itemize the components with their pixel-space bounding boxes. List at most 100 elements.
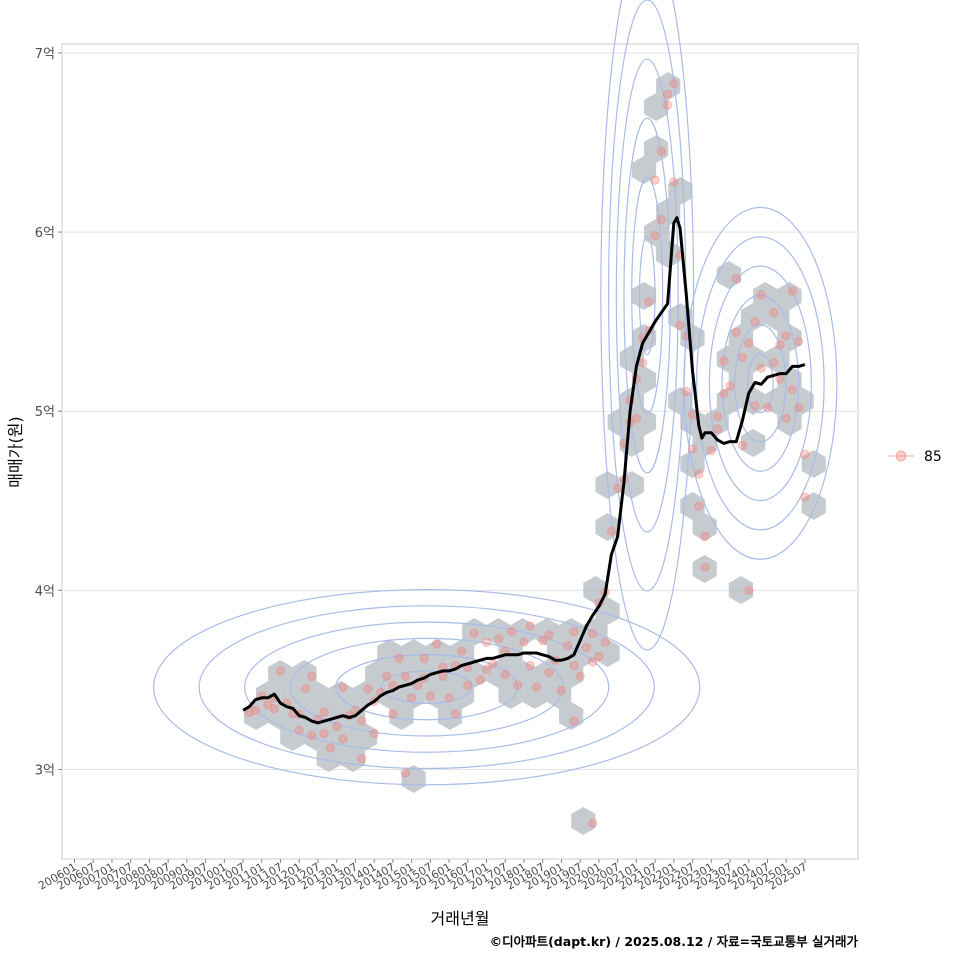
transaction-point <box>719 356 729 366</box>
x-axis-ticks: 2006012006072007012007072008012008072009… <box>36 859 809 893</box>
hex-cell <box>728 324 754 352</box>
hex-cell <box>365 660 390 688</box>
transaction-point <box>606 526 617 536</box>
hex-cell <box>741 303 766 331</box>
transaction-point <box>781 413 791 424</box>
transaction-point <box>744 338 754 348</box>
hex-cell <box>498 681 523 709</box>
hex-cell <box>631 408 657 436</box>
hex-cell <box>486 660 511 688</box>
gridlines <box>62 52 858 770</box>
transaction-point <box>612 483 623 493</box>
density-contour <box>747 353 774 414</box>
hex-cell <box>268 660 293 688</box>
transaction-point <box>494 633 504 644</box>
hex-cell <box>656 72 681 100</box>
transaction-point <box>406 693 417 703</box>
transaction-point <box>506 626 517 637</box>
transaction-point <box>438 671 448 681</box>
transaction-point <box>356 716 367 726</box>
hex-cell <box>559 660 584 688</box>
transaction-point <box>275 666 286 676</box>
density-contour <box>380 670 473 705</box>
transaction-point <box>731 327 741 338</box>
transaction-point <box>388 709 398 719</box>
hex-cell <box>692 555 717 583</box>
transaction-point <box>469 628 479 639</box>
transaction-point <box>725 381 735 391</box>
transaction-point <box>644 297 654 307</box>
transaction-point <box>425 691 436 701</box>
transaction-point <box>525 660 535 671</box>
transaction-point <box>319 728 329 739</box>
hex-cell <box>789 387 814 415</box>
transaction-point <box>363 684 373 694</box>
transaction-point <box>319 707 329 717</box>
transaction-point <box>481 664 492 674</box>
transaction-point <box>631 413 642 424</box>
transaction-point <box>450 709 461 719</box>
transaction-point <box>587 818 598 828</box>
transaction-point <box>581 642 592 653</box>
hex-cell <box>328 681 353 709</box>
hex-cell <box>559 618 584 646</box>
hex-cell <box>498 639 523 667</box>
density-contour <box>335 654 519 721</box>
transaction-point <box>719 388 729 398</box>
hex-cell <box>680 492 705 520</box>
transaction-point <box>700 531 710 542</box>
density-contour <box>244 621 610 753</box>
transaction-point <box>500 669 510 680</box>
transaction-point <box>656 146 667 157</box>
transaction-point <box>694 469 704 479</box>
transaction-point <box>513 680 523 690</box>
transaction-point <box>569 660 579 671</box>
transaction-point <box>307 730 317 741</box>
hex-cell <box>401 765 426 793</box>
hex-cell <box>413 660 438 688</box>
transaction-point <box>587 628 598 639</box>
transaction-point <box>706 445 716 456</box>
transaction-point <box>750 401 760 411</box>
hex-cell <box>534 618 560 646</box>
hex-cell <box>777 408 802 436</box>
transaction-point <box>662 89 673 99</box>
density-contour <box>289 637 564 737</box>
hex-cell <box>777 282 802 310</box>
transaction-point <box>731 273 741 284</box>
transaction-point <box>650 175 660 185</box>
transaction-point <box>338 734 348 744</box>
hex-cell <box>583 576 608 604</box>
hex-cell <box>304 723 329 751</box>
hex-cell <box>801 492 826 520</box>
hex-cell <box>692 513 717 541</box>
transaction-point <box>787 286 798 296</box>
legend-label: 85 <box>924 449 942 465</box>
hex-cell <box>741 429 766 457</box>
transaction-point <box>756 363 766 373</box>
transaction-point <box>456 646 467 656</box>
transaction-point <box>737 440 748 450</box>
hex-cell <box>644 135 669 163</box>
density-contours <box>153 0 838 786</box>
y-tick-label: 6억 <box>35 226 55 241</box>
transaction-point <box>712 424 723 434</box>
hex-cell <box>644 93 669 121</box>
hex-cell <box>292 660 317 688</box>
transaction-point <box>444 693 454 703</box>
transaction-point <box>587 657 598 667</box>
transaction-point <box>538 635 548 646</box>
y-axis-ticks: 3억 4억 5억 6억 7억 <box>35 47 62 778</box>
transaction-point <box>656 214 667 225</box>
transaction-point <box>294 725 304 735</box>
density-contour <box>623 117 671 474</box>
hex-cell <box>389 702 414 730</box>
transaction-point <box>525 621 535 631</box>
transaction-point <box>250 705 261 716</box>
transaction-point <box>544 630 554 640</box>
transaction-point <box>662 100 673 110</box>
y-axis-title: 매매가(원) <box>6 416 25 487</box>
y-tick-label: 7억 <box>35 47 55 62</box>
transaction-point <box>712 411 723 422</box>
y-tick-label: 5억 <box>35 405 55 420</box>
